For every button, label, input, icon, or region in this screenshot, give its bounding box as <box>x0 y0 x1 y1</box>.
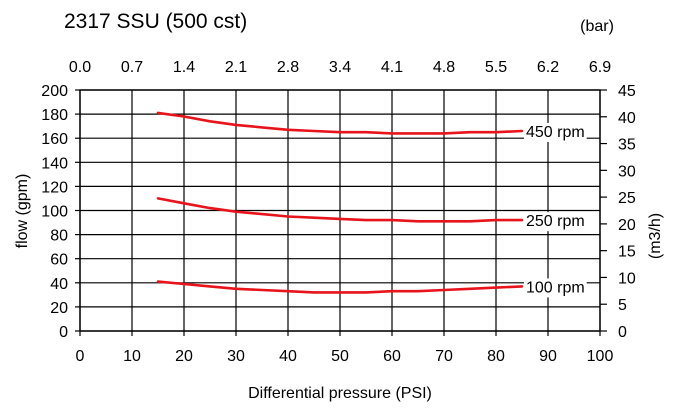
top-axis-tick-label: 0.0 <box>69 59 91 76</box>
right-axis-tick-label: 5 <box>618 297 627 314</box>
series-group: 450 rpm 250 rpm 100 rpm <box>156 111 587 298</box>
right-axis-unit-label: (m3/h) <box>647 213 664 259</box>
right-axis-tick-label: 15 <box>618 244 636 261</box>
top-axis-tick-label: 2.1 <box>225 59 247 76</box>
series-line-250-rpm <box>156 197 524 223</box>
series-label-background <box>524 212 587 232</box>
tick-labels: 00.0100.7201.4302.1402.8503.4604.1704.88… <box>41 59 636 365</box>
right-axis-tick-label: 30 <box>618 163 636 180</box>
x-tick-label: 80 <box>487 348 505 365</box>
top-axis-tick-label: 4.1 <box>381 59 403 76</box>
y-tick-label: 40 <box>50 276 68 293</box>
plot-frame <box>79 89 601 332</box>
right-axis-tick-label: 35 <box>618 137 636 154</box>
top-axis-tick-label: 6.2 <box>537 59 559 76</box>
right-axis-tick-label: 25 <box>618 190 636 207</box>
x-tick-label: 20 <box>175 348 193 365</box>
series-line-450-rpm <box>156 111 524 135</box>
top-axis-tick-label: 1.4 <box>173 59 195 76</box>
x-tick-label: 100 <box>587 348 614 365</box>
x-tick-label: 70 <box>435 348 453 365</box>
top-axis-unit-label: (bar) <box>580 18 614 35</box>
y-tick-label: 140 <box>41 155 68 172</box>
series-label-100-rpm: 100 rpm <box>526 279 585 296</box>
x-tick-label: 10 <box>123 348 141 365</box>
top-axis-tick-label: 4.8 <box>433 59 455 76</box>
top-axis-tick-label: 6.9 <box>589 59 611 76</box>
series-label-background <box>524 122 587 142</box>
right-axis-tick-label: 10 <box>618 270 636 287</box>
right-axis-tick-label: 45 <box>618 83 636 100</box>
right-axis-tick-label: 20 <box>618 217 636 234</box>
y-tick-label: 60 <box>50 252 68 269</box>
x-tick-label: 60 <box>383 348 401 365</box>
top-axis-tick-label: 5.5 <box>485 59 507 76</box>
y-axis-label: flow (gpm) <box>14 174 31 249</box>
right-axis-tick-label: 40 <box>618 110 636 127</box>
x-tick-label: 0 <box>76 348 85 365</box>
y-tick-label: 80 <box>50 228 68 245</box>
x-tick-label: 50 <box>331 348 349 365</box>
top-axis-tick-label: 2.8 <box>277 59 299 76</box>
y-tick-label: 100 <box>41 204 68 221</box>
x-tick-label: 40 <box>279 348 297 365</box>
chart-title: 2317 SSU (500 cst) <box>64 10 247 33</box>
series-label-background <box>524 278 587 298</box>
y-tick-label: 20 <box>50 300 68 317</box>
top-axis-tick-label: 3.4 <box>329 59 351 76</box>
series-label-450-rpm: 450 rpm <box>526 124 585 141</box>
x-axis-label: Differential pressure (PSI) <box>248 385 432 402</box>
x-tick-label: 90 <box>539 348 557 365</box>
right-axis-tick-label: 0 <box>618 324 627 341</box>
y-tick-label: 160 <box>41 131 68 148</box>
y-tick-label: 200 <box>41 83 68 100</box>
y-tick-label: 120 <box>41 179 68 196</box>
series-label-250-rpm: 250 rpm <box>526 213 585 230</box>
y-tick-label: 180 <box>41 107 68 124</box>
series-line-100-rpm <box>156 280 524 294</box>
x-tick-label: 30 <box>227 348 245 365</box>
top-axis-tick-label: 0.7 <box>121 59 143 76</box>
y-tick-label: 0 <box>59 324 68 341</box>
